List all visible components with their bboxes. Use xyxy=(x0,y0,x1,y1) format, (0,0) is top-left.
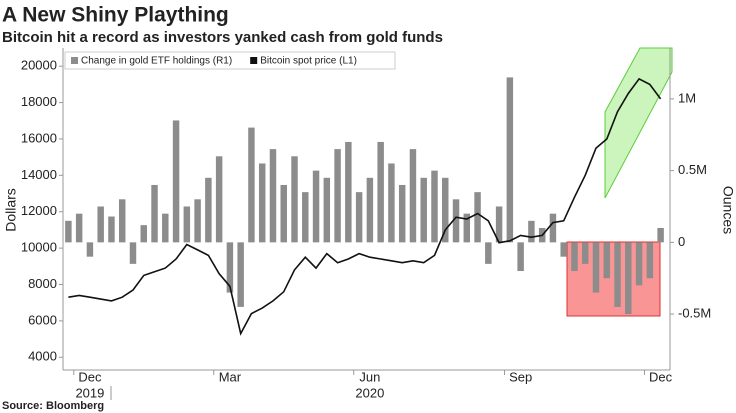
bar xyxy=(635,242,643,286)
bar xyxy=(452,199,460,243)
y2-tick-label: 1M xyxy=(678,90,696,105)
bar xyxy=(474,192,481,243)
chart-title: A New Shiny Plaything xyxy=(2,4,229,27)
bar xyxy=(442,177,449,243)
bar xyxy=(463,213,471,243)
bar xyxy=(334,149,341,243)
bar xyxy=(151,184,158,243)
bar xyxy=(409,149,417,243)
x-tick-label: Sep xyxy=(509,369,532,384)
bar xyxy=(571,242,578,272)
bar xyxy=(140,225,147,243)
source: Source: Bloomberg xyxy=(2,400,104,412)
bar xyxy=(603,242,611,279)
bar xyxy=(248,127,255,243)
bar xyxy=(625,242,632,315)
bar xyxy=(183,206,191,243)
bar xyxy=(75,213,83,243)
bar xyxy=(420,177,427,243)
bar xyxy=(323,177,331,243)
bar xyxy=(302,192,309,243)
x-tick-label: Dec xyxy=(649,369,673,384)
y-tick-label: 6000 xyxy=(28,312,57,327)
x-tick-label: Jun xyxy=(359,369,380,384)
bar xyxy=(118,199,126,243)
y-tick-label: 8000 xyxy=(28,276,57,291)
bar xyxy=(172,120,180,243)
y2-axis-label: Ounces xyxy=(720,186,736,234)
bar xyxy=(162,213,169,243)
y-tick-label: 18000 xyxy=(21,94,57,109)
bar xyxy=(205,177,212,243)
bar xyxy=(345,141,352,243)
x-year-label: 2019 xyxy=(75,385,104,400)
bar xyxy=(291,156,298,243)
y2-tick-label: 0.5M xyxy=(678,162,707,177)
x-tick-label: Mar xyxy=(219,369,242,384)
legend-label: Change in gold ETF holdings (R1) xyxy=(81,56,232,67)
bar xyxy=(237,242,244,307)
bar xyxy=(65,220,72,243)
y-axis-label: Dollars xyxy=(3,188,19,232)
bar xyxy=(506,77,514,243)
bar xyxy=(86,242,94,257)
legend-swatch xyxy=(250,57,258,64)
y-tick-label: 12000 xyxy=(21,203,57,218)
bar xyxy=(528,220,535,243)
bar xyxy=(280,184,287,243)
bar xyxy=(388,163,395,243)
bar xyxy=(398,184,406,243)
bar xyxy=(560,242,567,257)
bar xyxy=(215,156,223,243)
bar xyxy=(129,242,137,264)
bar xyxy=(312,170,320,243)
bar xyxy=(269,149,277,243)
x-tick-label: Dec xyxy=(78,369,102,384)
highlight-green xyxy=(604,47,673,199)
legend-swatch xyxy=(71,57,78,64)
highlight-red xyxy=(566,241,661,317)
bar xyxy=(431,170,438,243)
bar xyxy=(582,242,589,264)
bar xyxy=(485,242,492,264)
bar xyxy=(614,242,621,307)
bar xyxy=(517,242,524,272)
chart-subtitle: Bitcoin hit a record as investors yanked… xyxy=(2,29,443,46)
x-year-label: 2020 xyxy=(355,385,384,400)
bar xyxy=(495,206,503,243)
y2-tick-label: 0 xyxy=(678,234,685,249)
legend-label: Bitcoin spot price (L1) xyxy=(260,56,357,67)
legend-box xyxy=(64,51,396,70)
bar xyxy=(366,177,374,243)
bar xyxy=(355,192,363,243)
bar xyxy=(377,141,384,243)
y-tick-label: 4000 xyxy=(28,349,57,364)
bar xyxy=(646,242,654,279)
bar xyxy=(549,213,557,243)
bar xyxy=(226,242,234,293)
y-tick-label: 10000 xyxy=(21,240,57,255)
bar xyxy=(97,206,104,243)
bar xyxy=(592,242,600,293)
y-tick-label: 16000 xyxy=(21,130,57,145)
y-tick-label: 14000 xyxy=(21,167,57,182)
y-tick-label: 20000 xyxy=(21,58,57,73)
bar xyxy=(194,199,201,243)
y2-tick-label: -0.5M xyxy=(678,305,711,320)
bar xyxy=(108,216,115,243)
bar xyxy=(258,163,266,243)
line xyxy=(68,77,662,336)
bar xyxy=(657,228,664,243)
